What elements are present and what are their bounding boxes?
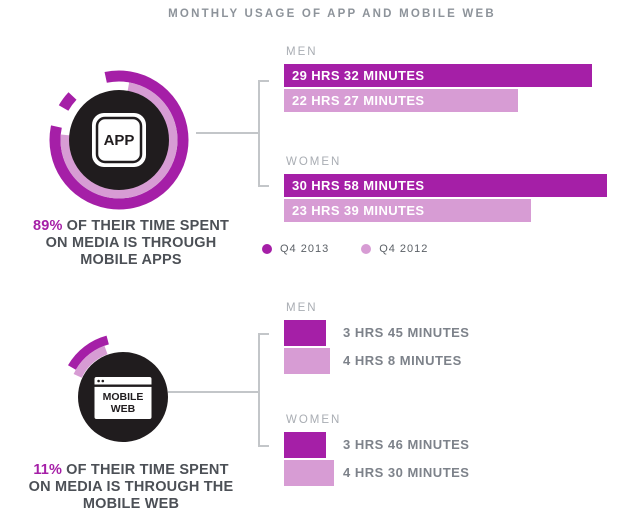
browser-window	[94, 377, 152, 419]
legend-dot-q4-2013-icon	[262, 244, 272, 254]
web-bracket-tick-top	[258, 333, 269, 335]
legend-item-q4-2012: Q4 2012	[361, 243, 428, 255]
app-key-inner	[95, 116, 143, 164]
bar-value-label: 3 HRS 46 MINUTES	[343, 437, 470, 452]
bar-web-men-q4-2012	[284, 348, 330, 374]
web-connector-line	[168, 391, 259, 393]
bar-app-men-q4-2012: 22 HRS 27 MINUTES	[284, 89, 518, 112]
web-men-label: MEN	[286, 302, 318, 314]
legend-label-q4-2012: Q4 2012	[379, 243, 429, 255]
bar-value-label: 3 HRS 45 MINUTES	[343, 325, 470, 340]
web-caption-line2: ON MEDIA IS THROUGH THE	[28, 479, 234, 495]
bar-web-women-q4-2013	[284, 432, 326, 458]
web-women-label: WOMEN	[286, 414, 342, 426]
mobile-web-icon: MOBILE WEB	[59, 333, 187, 461]
app-bracket-tick-bottom	[258, 185, 269, 187]
bar-value-label: 4 HRS 30 MINUTES	[343, 465, 470, 480]
app-caption-line1: 89% OF THEIR TIME SPENT	[32, 218, 230, 234]
legend: Q4 2013 Q4 2012	[262, 243, 428, 255]
bar-app-women-q4-2013: 30 HRS 58 MINUTES	[284, 174, 607, 197]
web-arc-q4-2012	[68, 342, 178, 452]
web-icon-label-line2: WEB	[111, 403, 136, 415]
web-caption-line1: 11% OF THEIR TIME SPENT	[33, 462, 229, 478]
app-ring-q4-2013	[49, 70, 189, 210]
app-men-label: MEN	[286, 46, 318, 58]
bar-app-women-q4-2012: 23 HRS 39 MINUTES	[284, 199, 531, 222]
bar-web-men-q4-2013	[284, 320, 326, 346]
web-bracket-tick-bottom	[258, 445, 269, 447]
app-icon-label: APP	[104, 132, 135, 149]
app-bracket-vertical	[258, 80, 260, 187]
web-caption: 11% OF THEIR TIME SPENT ON MEDIA IS THROU…	[10, 462, 252, 513]
app-ring-stub	[49, 70, 189, 210]
web-icon-label-line1: MOBILE	[103, 391, 144, 403]
app-caption-line3: MOBILE APPS	[80, 252, 182, 268]
web-bracket-vertical	[258, 333, 260, 447]
bar-value-label: 30 HRS 58 MINUTES	[292, 178, 425, 193]
legend-item-q4-2013: Q4 2013	[262, 243, 329, 255]
browser-dot-icon	[97, 379, 100, 383]
legend-dot-q4-2012-icon	[361, 244, 372, 254]
browser-titlebar-divider	[94, 384, 152, 387]
app-icon: APP	[49, 70, 189, 210]
app-bracket-tick-top	[258, 80, 269, 82]
bar-app-men-q4-2013: 29 HRS 32 MINUTES	[284, 64, 592, 87]
app-connector-line	[196, 132, 259, 134]
legend-label-q4-2013: Q4 2013	[280, 243, 330, 255]
app-caption: 89% OF THEIR TIME SPENT ON MEDIA IS THROU…	[10, 218, 252, 269]
bar-value-label: 4 HRS 8 MINUTES	[343, 353, 462, 368]
page-title: MONTHLY USAGE OF APP AND MOBILE WEB	[168, 8, 496, 20]
bar-value-label: 23 HRS 39 MINUTES	[292, 203, 425, 218]
bar-value-label: 29 HRS 32 MINUTES	[292, 68, 425, 83]
web-caption-line3: MOBILE WEB	[82, 496, 180, 512]
web-percent: 11%	[33, 462, 63, 478]
app-caption-line2: ON MEDIA IS THROUGH	[45, 235, 217, 251]
app-ring-q4-2012	[60, 81, 178, 199]
bar-value-label: 22 HRS 27 MINUTES	[292, 93, 425, 108]
web-arc-q4-2013	[59, 333, 187, 461]
browser-dot-icon	[101, 379, 105, 383]
bar-web-women-q4-2012	[284, 460, 334, 486]
app-women-label: WOMEN	[286, 156, 342, 168]
app-percent: 89%	[32, 218, 63, 234]
